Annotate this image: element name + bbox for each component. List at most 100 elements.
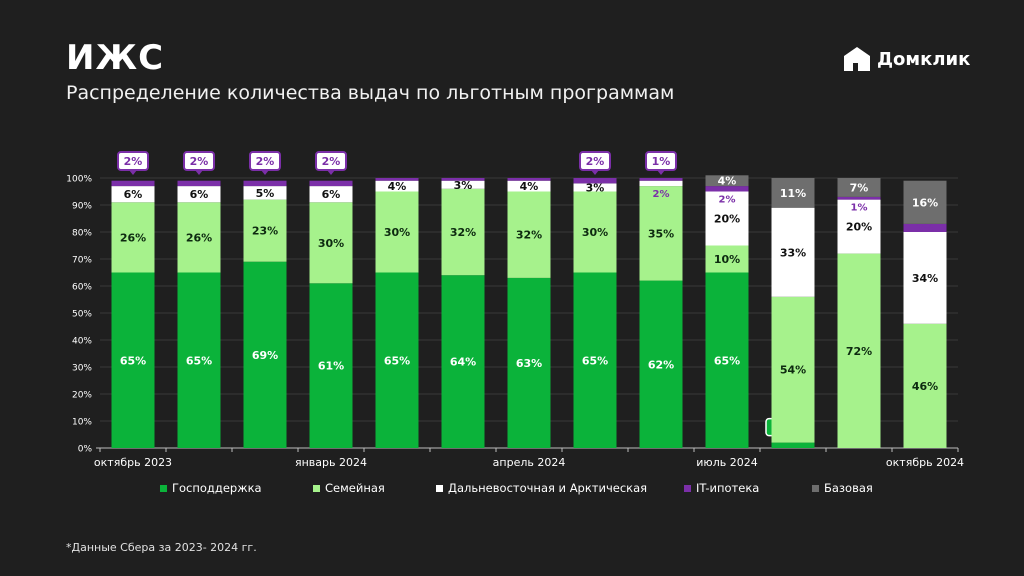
data-label: 10%	[714, 253, 740, 266]
legend-label: Семейная	[325, 481, 385, 495]
legend-label: Базовая	[824, 481, 873, 495]
data-label: 30%	[384, 226, 410, 239]
data-label: 62%	[648, 358, 674, 371]
data-label: 30%	[582, 226, 608, 239]
data-label: 35%	[648, 227, 674, 240]
x-tick-label: январь 2024	[295, 456, 367, 469]
data-label: 6%	[322, 188, 341, 201]
x-tick-label: апрель 2024	[493, 456, 566, 469]
data-label: 46%	[912, 380, 938, 393]
data-label: 2%	[124, 155, 143, 168]
bar-segment	[177, 180, 221, 187]
bar-segment	[705, 186, 749, 192]
bar-segment	[243, 261, 287, 448]
bar-segment	[243, 199, 287, 262]
data-label: 20%	[714, 213, 740, 226]
data-label: 1%	[652, 155, 671, 168]
legend-label: IT-ипотека	[696, 481, 760, 495]
callout-pointer	[327, 170, 335, 175]
bar-segment	[573, 272, 617, 448]
data-label: 2%	[322, 155, 341, 168]
house-logo-icon	[844, 47, 870, 71]
legend-item: Дальневосточная и Арктическая	[436, 481, 647, 495]
data-label: 30%	[318, 237, 344, 250]
bar-segment	[309, 180, 353, 187]
bar-segment	[375, 272, 419, 448]
bar-segment	[177, 186, 221, 203]
bar-segment	[705, 245, 749, 273]
bar-segment	[837, 253, 881, 448]
bar-segment	[771, 178, 815, 208]
callout-pointer	[591, 170, 599, 175]
data-label: 4%	[388, 180, 407, 193]
bar-segment	[507, 178, 551, 181]
bar-segment	[639, 178, 683, 181]
logo-text: Домклик	[877, 48, 971, 70]
bar-segment	[375, 178, 419, 181]
data-label: 2%	[256, 155, 275, 168]
bar-segment	[573, 178, 617, 184]
data-label: 63%	[516, 357, 542, 370]
bar-segment	[111, 202, 155, 273]
data-label: 26%	[120, 231, 146, 244]
legend-label: Дальневосточная и Арктическая	[448, 481, 648, 495]
bar-segment	[309, 202, 353, 284]
legend-swatch	[812, 484, 819, 492]
data-label: 32%	[450, 226, 476, 239]
data-label: 54%	[780, 364, 806, 377]
y-tick-label: 90%	[72, 202, 92, 212]
y-tick-label: 20%	[72, 391, 92, 401]
bar-segment	[639, 280, 683, 448]
data-label: 4%	[718, 175, 737, 188]
bar-segment	[705, 272, 749, 448]
data-label: 4%	[520, 180, 539, 193]
bar-segment	[309, 186, 353, 203]
data-label: 16%	[912, 196, 938, 209]
footnote: *Данные Сбера за 2023- 2024 гг.	[66, 541, 257, 554]
bar-segment	[903, 232, 947, 324]
y-tick-label: 80%	[72, 229, 92, 239]
legend-item: IT-ипотека	[684, 481, 759, 495]
bar-segment	[771, 296, 815, 443]
bar-segment	[243, 186, 287, 200]
callout-pointer	[657, 170, 665, 175]
bar-segment	[243, 180, 287, 187]
data-label: 20%	[846, 221, 872, 234]
bar-segment	[111, 180, 155, 187]
data-label: 33%	[780, 246, 806, 259]
y-tick-label: 100%	[66, 175, 92, 185]
legend-swatch	[684, 484, 691, 492]
data-label: 64%	[450, 356, 476, 369]
y-tick-label: 40%	[72, 337, 92, 347]
data-label: 65%	[582, 354, 608, 367]
data-label: 23%	[252, 225, 278, 238]
bar-segment	[903, 323, 947, 448]
stacked-bar-chart: 0% 10% 20% 30% 40% 50% 60% 70% 80% 90% 100% октябрь…	[66, 151, 964, 469]
bar-segment	[177, 202, 221, 273]
bar-segment	[177, 272, 221, 448]
legend-swatch	[160, 484, 167, 492]
bar-segment	[375, 191, 419, 273]
y-tick-label: 10%	[72, 418, 92, 428]
bar-segment	[837, 199, 881, 254]
data-label: 1%	[851, 203, 868, 214]
data-label: 5%	[256, 187, 275, 200]
y-tick-label: 60%	[72, 283, 92, 293]
data-label: 26%	[186, 231, 212, 244]
y-tick-label: 0%	[78, 445, 93, 455]
data-label: 65%	[714, 354, 740, 367]
bar-segment	[441, 180, 485, 189]
data-label: 7%	[850, 181, 869, 194]
bar-segment	[507, 180, 551, 192]
bar-segment	[903, 223, 947, 232]
y-tick-label: 70%	[72, 256, 92, 266]
legend-item: Семейная	[313, 481, 385, 495]
bar-segment	[639, 180, 683, 187]
callout-pointer	[195, 170, 203, 175]
data-label: 32%	[516, 229, 542, 242]
data-label: 65%	[120, 354, 146, 367]
y-tick-label: 50%	[72, 310, 92, 320]
page-title: ИЖС	[66, 38, 165, 78]
data-label: 2%	[719, 195, 736, 206]
data-label: 3%	[916, 222, 935, 235]
